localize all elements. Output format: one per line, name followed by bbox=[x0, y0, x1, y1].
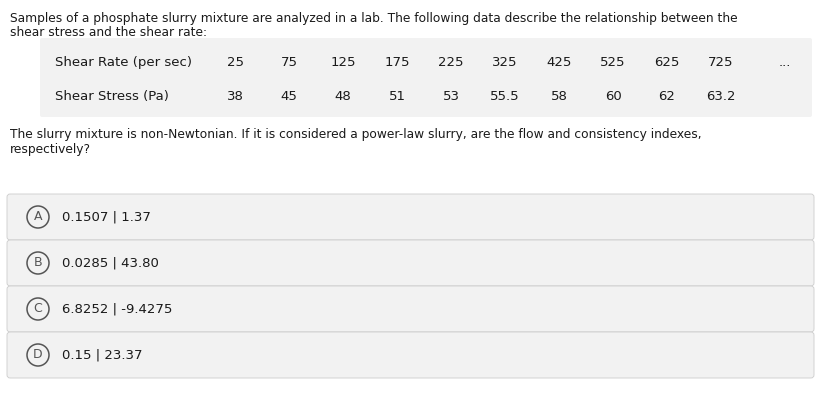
Text: A: A bbox=[34, 211, 42, 223]
Text: 75: 75 bbox=[281, 56, 297, 69]
Text: 25: 25 bbox=[227, 56, 244, 69]
Text: 725: 725 bbox=[709, 56, 734, 69]
Text: B: B bbox=[34, 257, 43, 269]
FancyBboxPatch shape bbox=[7, 286, 814, 332]
Text: Shear Rate (per sec): Shear Rate (per sec) bbox=[55, 56, 192, 69]
Text: Samples of a phosphate slurry mixture are analyzed in a lab. The following data : Samples of a phosphate slurry mixture ar… bbox=[10, 12, 737, 25]
Text: 325: 325 bbox=[493, 56, 518, 69]
Text: 55.5: 55.5 bbox=[490, 90, 520, 103]
Text: 51: 51 bbox=[388, 90, 406, 103]
Text: 6.8252 | -9.4275: 6.8252 | -9.4275 bbox=[62, 302, 172, 316]
Text: 63.2: 63.2 bbox=[706, 90, 736, 103]
Text: 0.1507 | 1.37: 0.1507 | 1.37 bbox=[62, 211, 151, 223]
Text: 60: 60 bbox=[604, 90, 621, 103]
Text: 525: 525 bbox=[600, 56, 626, 69]
Text: Shear Stress (Pa): Shear Stress (Pa) bbox=[55, 90, 169, 103]
Text: 48: 48 bbox=[335, 90, 351, 103]
Text: 625: 625 bbox=[654, 56, 680, 69]
FancyBboxPatch shape bbox=[7, 240, 814, 286]
Text: ...: ... bbox=[779, 56, 791, 69]
FancyBboxPatch shape bbox=[7, 332, 814, 378]
Text: 38: 38 bbox=[227, 90, 244, 103]
FancyBboxPatch shape bbox=[40, 38, 812, 117]
Text: 45: 45 bbox=[281, 90, 297, 103]
Text: 0.15 | 23.37: 0.15 | 23.37 bbox=[62, 348, 143, 361]
Text: 425: 425 bbox=[546, 56, 571, 69]
Text: C: C bbox=[34, 302, 43, 316]
Text: 53: 53 bbox=[443, 90, 460, 103]
Text: 0.0285 | 43.80: 0.0285 | 43.80 bbox=[62, 257, 159, 269]
Text: 125: 125 bbox=[330, 56, 355, 69]
Text: The slurry mixture is non-Newtonian. If it is considered a power-law slurry, are: The slurry mixture is non-Newtonian. If … bbox=[10, 128, 702, 141]
Text: 175: 175 bbox=[384, 56, 410, 69]
Text: 62: 62 bbox=[658, 90, 676, 103]
Text: 58: 58 bbox=[551, 90, 567, 103]
Text: D: D bbox=[33, 348, 43, 361]
Text: respectively?: respectively? bbox=[10, 143, 91, 156]
FancyBboxPatch shape bbox=[7, 194, 814, 240]
Text: 225: 225 bbox=[438, 56, 464, 69]
Text: shear stress and the shear rate:: shear stress and the shear rate: bbox=[10, 26, 207, 39]
